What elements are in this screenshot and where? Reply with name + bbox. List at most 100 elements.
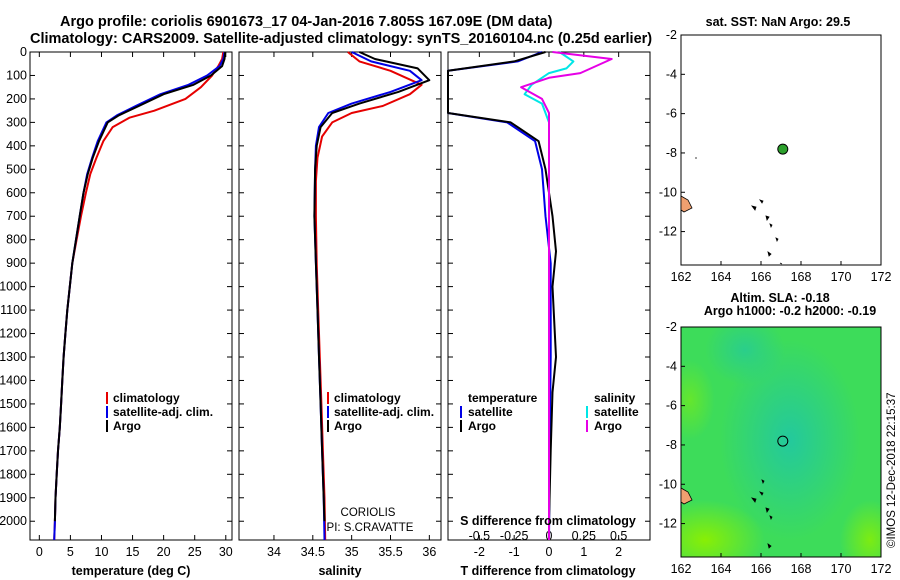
map-x-tick-label: 172 — [871, 270, 892, 284]
imos-credit: ©IMOS 12-Dec-2018 22:15:37 — [886, 392, 898, 548]
x-tick-label: 10 — [95, 545, 109, 559]
x-tick-label: 2 — [615, 545, 622, 559]
coastline-island — [680, 195, 693, 213]
y-tick-label: 1500 — [0, 397, 27, 411]
y-tick-label: 200 — [6, 92, 27, 106]
y-tick-label: 1600 — [0, 420, 27, 434]
y-tick-label: 600 — [6, 186, 27, 200]
sla-high-anomaly — [720, 340, 860, 540]
legend-label-argo: Argo — [334, 419, 362, 433]
series-line-satellite-adj-clim- — [53, 51, 226, 541]
sla-low-anomaly-west — [681, 360, 715, 440]
map-x-tick-label: 166 — [751, 562, 772, 576]
x-tick-label: 34.5 — [301, 545, 325, 559]
legend-label-satellite: satellite-adj. clim. — [113, 405, 213, 419]
y-tick-label: 1300 — [0, 350, 27, 364]
sla-low-anomaly-southwest — [681, 500, 765, 557]
top-x-tick-label: 0.25 — [572, 529, 596, 543]
header-line2: Climatology: CARS2009. Satellite-adjuste… — [30, 31, 652, 47]
series-line-t-satellite — [447, 51, 552, 541]
map-x-tick-label: 172 — [871, 562, 892, 576]
series-line-argo — [313, 51, 431, 522]
legend-label-climatology: climatology — [113, 391, 180, 405]
x-tick-label: 5 — [67, 545, 74, 559]
x-tick-label: 34 — [267, 545, 281, 559]
y-tick-label: 300 — [6, 115, 27, 129]
map-y-tick-label: -12 — [659, 225, 677, 239]
temperature-xlabel: temperature (deg C) — [72, 564, 191, 578]
y-tick-label: 900 — [6, 256, 27, 270]
map-y-tick-label: -2 — [666, 28, 677, 42]
map-x-tick-label: 168 — [791, 270, 812, 284]
map-x-tick-label: 164 — [711, 270, 732, 284]
maps-axes-layer: 162 164 166 168 170 172 -2 -4 -6 -8 -10 -12 162 164 16… — [659, 28, 892, 576]
map-y-tick-label: -4 — [666, 67, 677, 81]
y-tick-label: 400 — [6, 139, 27, 153]
x-tick-label: 30 — [219, 545, 233, 559]
x-tick-label: 1 — [580, 545, 587, 559]
map-y-tick-label: -6 — [666, 107, 677, 121]
x-tick-label: -2 — [474, 545, 485, 559]
y-tick-label: 1700 — [0, 444, 27, 458]
axes-layer: 0 5 10 15 20 25 300100200300400500600700800900… — [0, 45, 650, 559]
x-tick-label: -1 — [509, 545, 520, 559]
argo-position-marker — [777, 143, 789, 155]
coastline-small-islands — [751, 479, 773, 549]
difference-top-xlabel: S difference from climatology — [460, 514, 636, 528]
y-tick-label: 100 — [6, 68, 27, 82]
map-y-tick-label: -2 — [666, 320, 677, 334]
temperature-panel-frame — [29, 51, 233, 541]
y-tick-label: 1100 — [0, 303, 27, 317]
x-tick-label: 25 — [188, 545, 202, 559]
y-tick-label: 1000 — [0, 280, 27, 294]
series-line-climatology — [53, 51, 225, 541]
series-line-climatology — [314, 51, 423, 541]
map-y-tick-label: -10 — [659, 185, 677, 199]
x-tick-label: 35.5 — [378, 545, 402, 559]
map-x-tick-label: 162 — [671, 270, 692, 284]
map-y-tick-label: -4 — [666, 359, 677, 373]
coastline-island — [680, 487, 693, 505]
legend-label-s-satellite: satellite — [594, 405, 639, 419]
sla-high-anomaly-north — [705, 327, 785, 385]
difference-legend: temperature satellite Argo salinity sate… — [460, 391, 639, 433]
map-x-tick-label: 162 — [671, 562, 692, 576]
salinity-xlabel: salinity — [318, 564, 361, 578]
x-tick-label: 15 — [126, 545, 140, 559]
temperature-legend: climatology satellite-adj. clim. Argo — [106, 391, 213, 433]
series-layer — [53, 51, 613, 541]
annotation-coriolis: CORIOLIS — [341, 507, 396, 519]
y-tick-label: 500 — [6, 162, 27, 176]
y-tick-label: 1400 — [0, 373, 27, 387]
map-y-tick-label: -12 — [659, 517, 677, 531]
map-y-tick-label: -8 — [666, 146, 677, 160]
series-line-argo — [53, 51, 227, 522]
map-y-tick-label: -8 — [666, 438, 677, 452]
sla-map-title: Altim. SLA: -0.18 — [730, 291, 829, 305]
legend-label-argo: Argo — [113, 419, 141, 433]
map-y-tick-label: -6 — [666, 399, 677, 413]
map-y-tick-label: -10 — [659, 477, 677, 491]
x-tick-label: 36 — [422, 545, 436, 559]
map-x-tick-label: 164 — [711, 562, 732, 576]
argo-position-marker — [777, 435, 789, 447]
series-line-s-satellite — [523, 51, 575, 540]
map-x-tick-label: 170 — [831, 562, 852, 576]
y-tick-label: 0 — [20, 45, 27, 59]
sst-map-title: sat. SST: NaN Argo: 29.5 — [706, 15, 851, 29]
legend-label-t-argo: Argo — [468, 419, 496, 433]
legend-label-climatology: climatology — [334, 391, 401, 405]
legend-title-salinity: salinity — [594, 391, 636, 405]
difference-xlabel: T difference from climatology — [460, 564, 635, 578]
salinity-panel-frame — [238, 51, 442, 541]
y-tick-label: 1900 — [0, 491, 27, 505]
annotation-pi: PI: S.CRAVATTE — [327, 522, 414, 534]
top-x-tick-label: -0.5 — [469, 529, 491, 543]
sla-map — [680, 326, 882, 558]
sla-map-subtitle: Argo h1000: -0.2 h2000: -0.19 — [704, 304, 876, 318]
coastline-small-islands — [695, 157, 783, 265]
x-tick-label: 0 — [546, 545, 553, 559]
legend-title-temperature: temperature — [468, 391, 538, 405]
top-x-tick-label: 0.5 — [610, 529, 627, 543]
map-x-tick-label: 166 — [751, 270, 772, 284]
